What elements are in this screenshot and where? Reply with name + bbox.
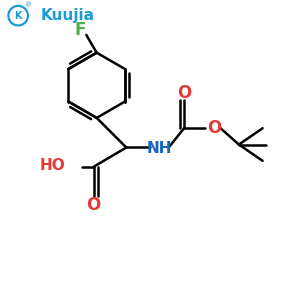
Text: O: O — [208, 119, 222, 137]
Text: K: K — [14, 11, 22, 21]
Text: O: O — [87, 196, 101, 214]
Text: NH: NH — [147, 142, 172, 157]
Text: HO: HO — [40, 158, 66, 173]
Text: Kuujia: Kuujia — [40, 8, 94, 23]
Text: ®: ® — [25, 2, 32, 8]
Text: O: O — [177, 84, 191, 102]
Text: F: F — [75, 22, 86, 40]
